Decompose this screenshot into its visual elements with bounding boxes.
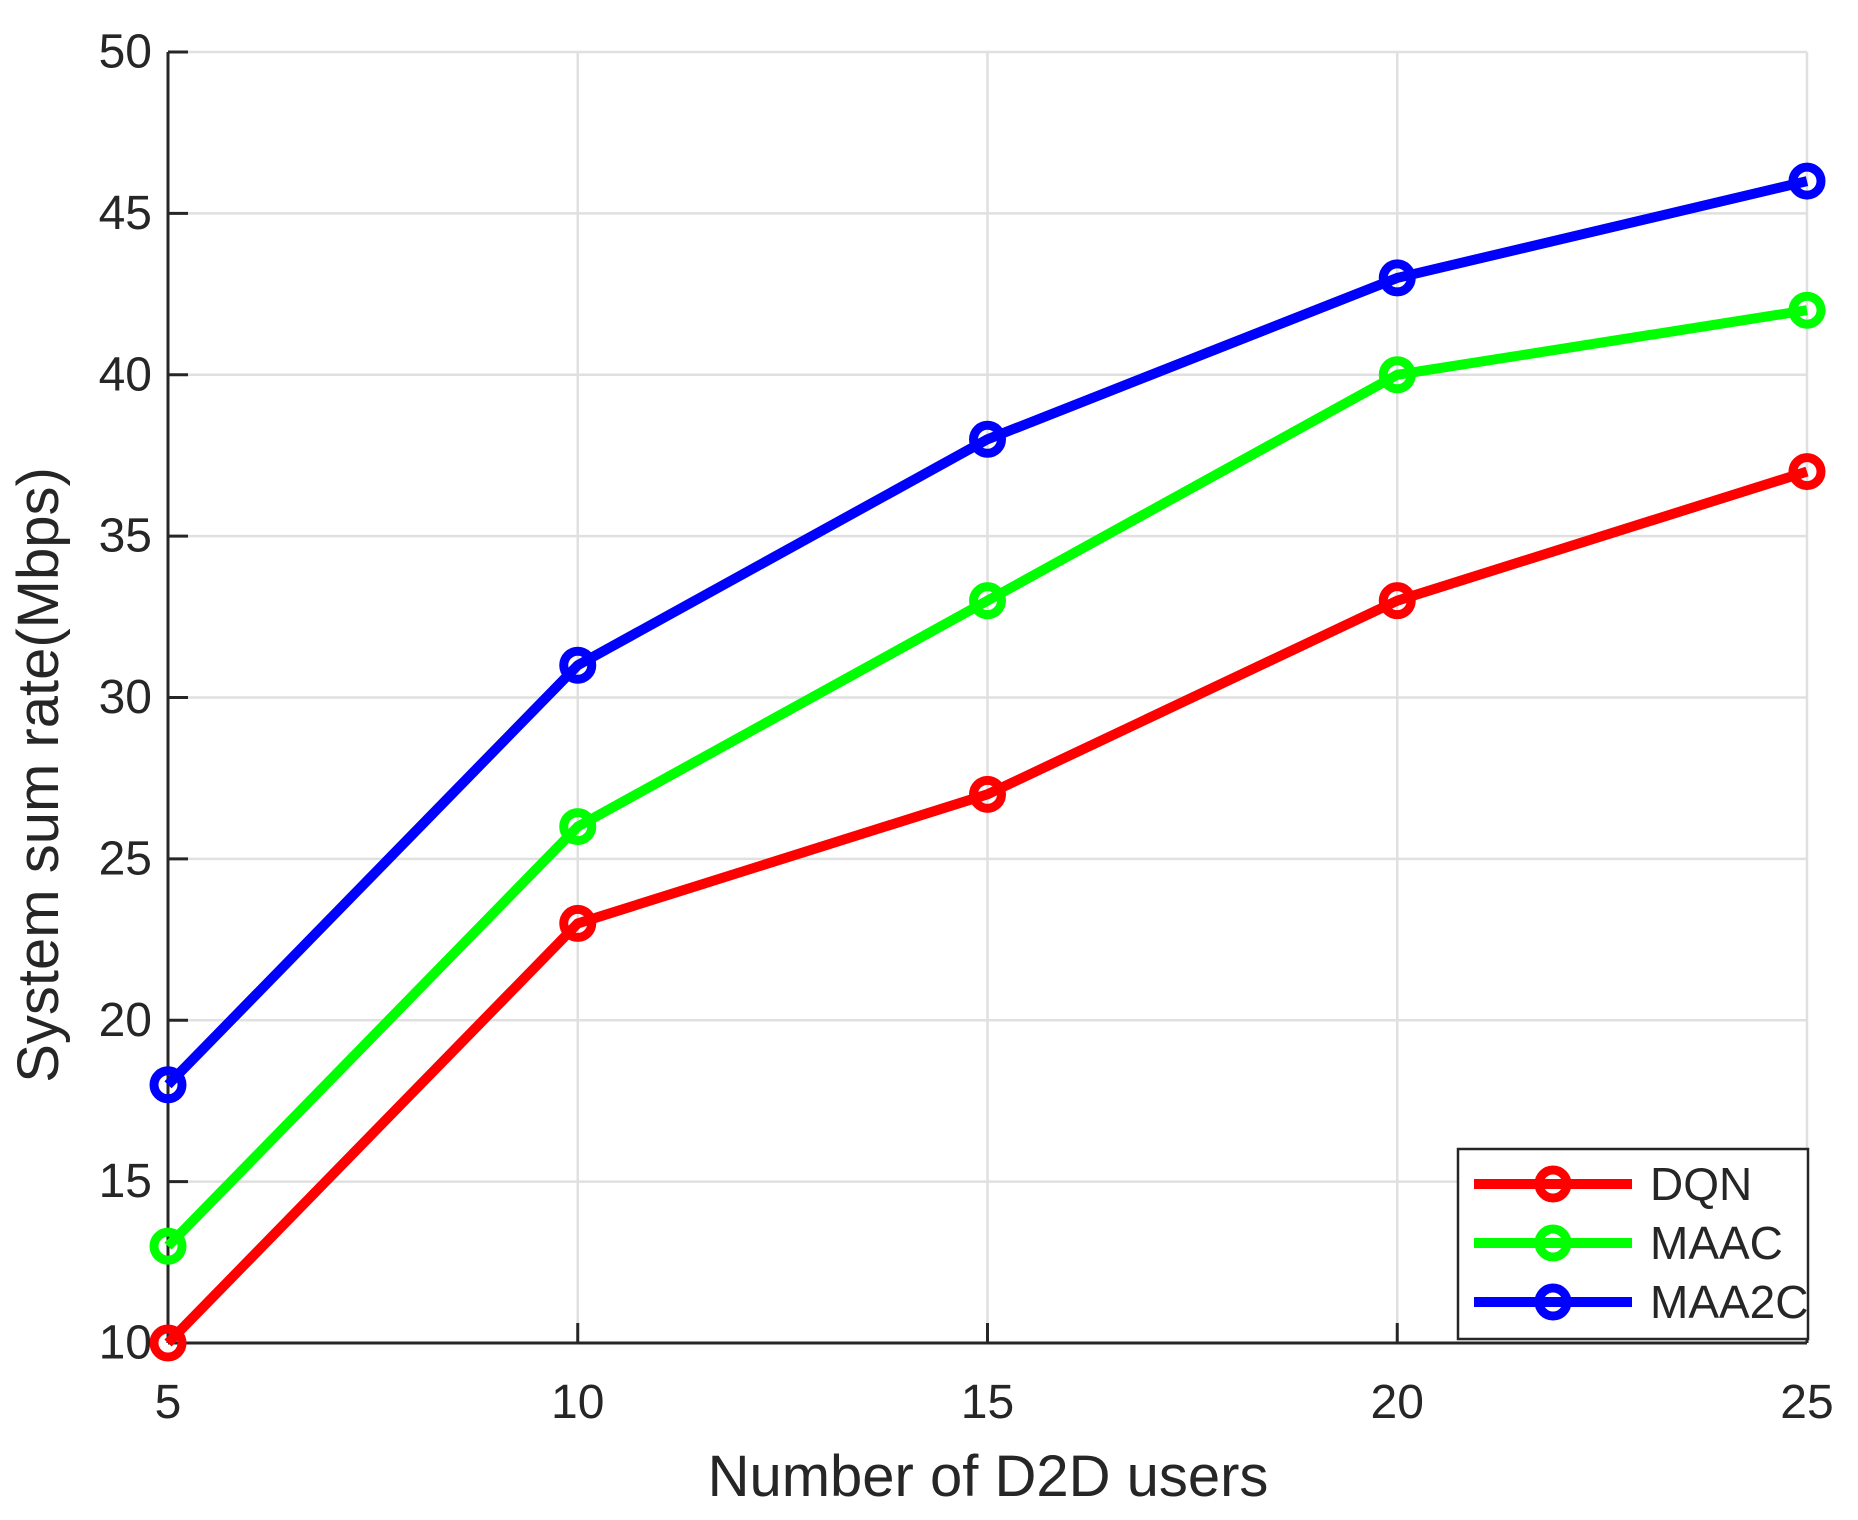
y-tick-label-15: 15: [99, 1155, 152, 1208]
x-tick-label-20: 20: [1371, 1376, 1424, 1429]
data-point-DQN-10: [559, 904, 597, 942]
legend-marker-MAA2C: [1534, 1283, 1572, 1321]
y-tick-label-25: 25: [99, 832, 152, 885]
data-point-MAAC-25: [1788, 291, 1826, 329]
data-point-MAAC-5: [149, 1227, 187, 1265]
legend: DQN MAAC MAA2C: [1456, 1147, 1810, 1341]
legend-label-MAAC: MAAC: [1650, 1217, 1783, 1269]
y-tick-label-45: 45: [99, 187, 152, 240]
data-point-DQN-25: [1788, 453, 1826, 491]
data-point-MAA2C-10: [559, 646, 597, 684]
y-tick-label-20: 20: [99, 994, 152, 1047]
data-point-DQN-15: [969, 775, 1006, 813]
x-tick-label-25: 25: [1780, 1376, 1833, 1429]
data-point-DQN-5: [149, 1324, 187, 1362]
legend-item-MAAC: MAAC: [1474, 1217, 1783, 1269]
y-axis-label: System sum rate(Mbps): [6, 467, 71, 1083]
x-tick-label-5: 5: [155, 1376, 182, 1429]
data-point-DQN-20: [1378, 582, 1416, 620]
data-point-MAA2C-5: [149, 1066, 187, 1104]
legend-item-MAA2C: MAA2C: [1474, 1276, 1808, 1328]
y-tick-label-35: 35: [99, 510, 152, 563]
y-tick-label-30: 30: [99, 671, 152, 724]
data-point-MAAC-15: [969, 582, 1006, 620]
y-tick-label-40: 40: [99, 348, 152, 401]
legend-marker-MAAC: [1534, 1224, 1572, 1262]
legend-marker-DQN: [1534, 1165, 1572, 1203]
data-point-MAA2C-25: [1788, 162, 1826, 200]
x-tick-label-15: 15: [961, 1376, 1014, 1429]
legend-label-DQN: DQN: [1650, 1158, 1752, 1210]
series-line-MAAC: [164, 305, 1808, 1250]
data-point-MAA2C-20: [1378, 259, 1416, 297]
legend-item-DQN: DQN: [1474, 1158, 1752, 1210]
series-lines: [149, 162, 1826, 1362]
series-line-DQN: [164, 466, 1809, 1347]
data-point-MAAC-20: [1378, 356, 1416, 394]
x-axis-label: Number of D2D users: [708, 1444, 1269, 1509]
y-tick-label-50: 50: [99, 26, 152, 79]
x-tick-label-10: 10: [551, 1376, 604, 1429]
y-tick-label-10: 10: [99, 1317, 152, 1370]
legend-label-MAA2C: MAA2C: [1650, 1276, 1808, 1328]
data-point-MAAC-10: [559, 808, 597, 846]
series-line-MAA2C: [164, 176, 1809, 1089]
data-point-MAA2C-15: [969, 420, 1006, 458]
